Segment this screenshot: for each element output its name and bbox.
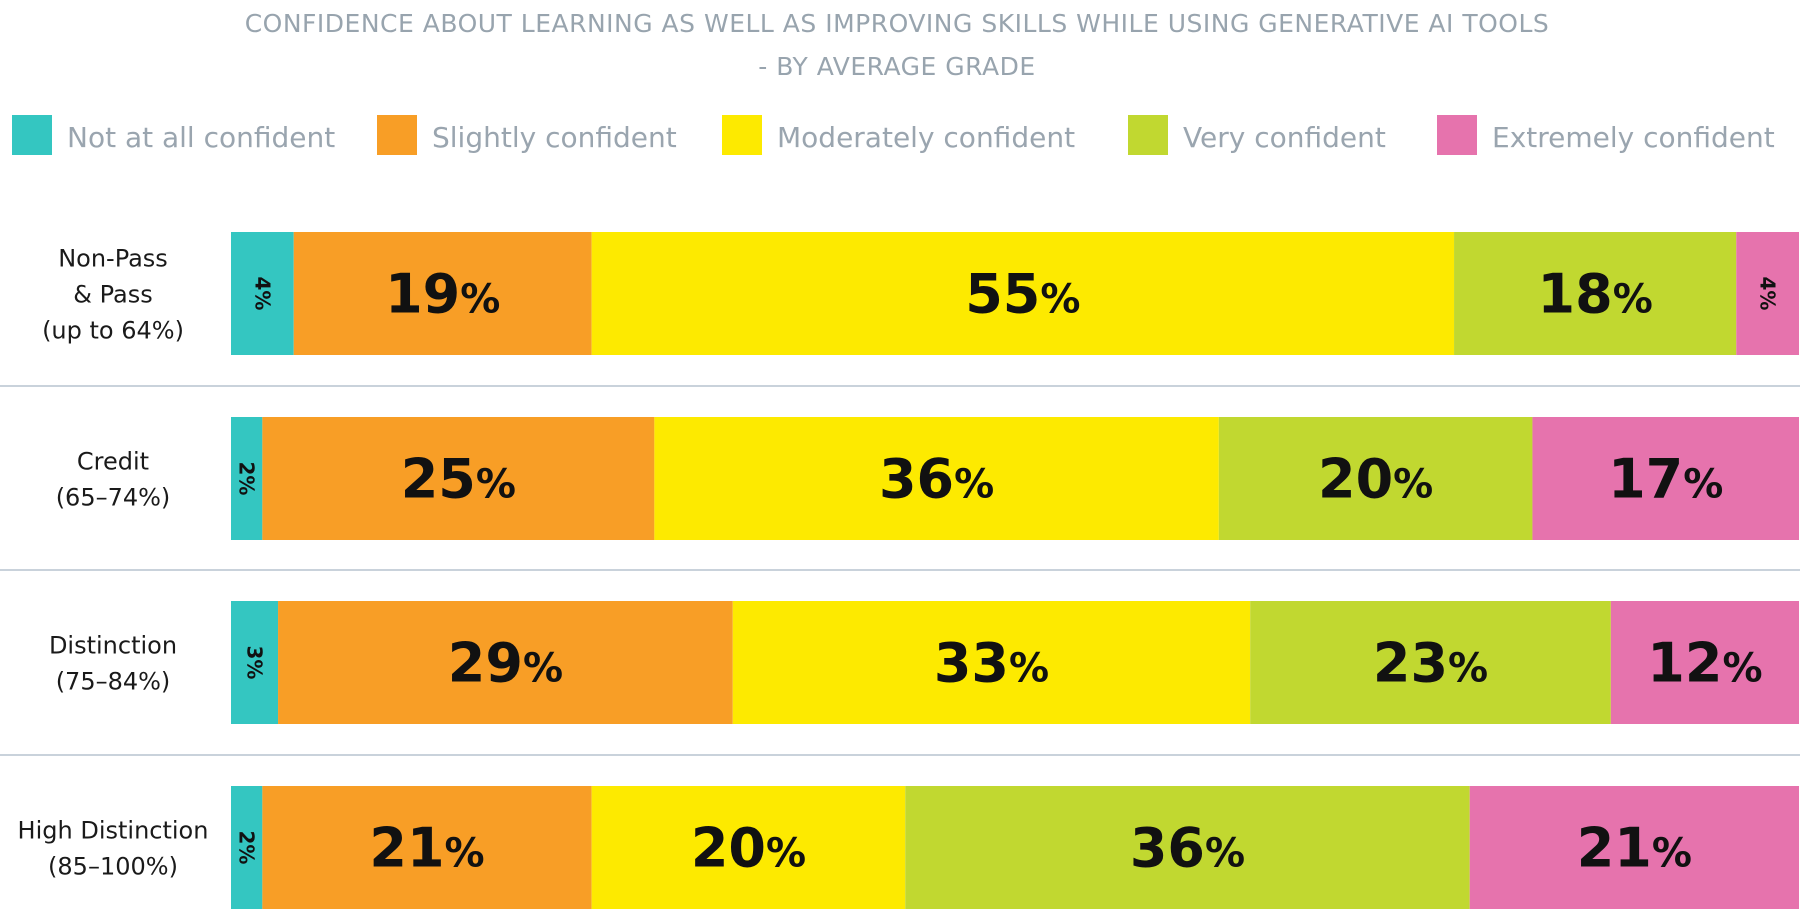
bar-segment: [293, 232, 592, 355]
bar-value-label: 36%: [879, 448, 994, 511]
bar-value-label: 33%: [934, 632, 1049, 695]
legend-label: Very confident: [1183, 121, 1386, 154]
bar-segment: [1469, 786, 1799, 909]
bar-value-label: 20%: [691, 817, 806, 880]
legend-swatch: [1128, 115, 1168, 155]
bar-value-label: 2%: [235, 831, 259, 865]
legend-swatch: [12, 115, 52, 155]
bar-value-label: 4%: [250, 277, 274, 311]
row-separators: [0, 385, 1800, 756]
category-label: (85–100%): [48, 853, 178, 881]
bar-value-label: 12%: [1647, 632, 1762, 695]
bar-segment: [591, 232, 1455, 355]
bar-value-label: 3%: [243, 646, 267, 680]
bar-segment: [1532, 417, 1799, 540]
bar-segment: [231, 417, 263, 540]
bar-segment: [1250, 601, 1611, 724]
bar-segment: [262, 417, 655, 540]
legend-swatch: [1437, 115, 1477, 155]
bar-value-label: 4%: [1756, 277, 1780, 311]
legend-label: Not at all confident: [67, 121, 335, 154]
bar-segment: [262, 786, 592, 909]
bar-value-label: 20%: [1318, 448, 1433, 511]
value-labels: 4% 19% 55% 18% 4% 2% 25% 36% 20% 17% 3% 29% 33% 23% 12…: [235, 263, 1780, 880]
category-label: Non-Pass: [58, 245, 168, 273]
legend-label: Slightly confident: [432, 121, 677, 154]
bar-value-label: 36%: [1130, 817, 1245, 880]
bar-value-label: 19%: [385, 263, 500, 326]
bar-segment: [732, 601, 1251, 724]
bars: [231, 232, 1799, 909]
category-label: High Distinction: [18, 817, 209, 845]
legend-swatch: [377, 115, 417, 155]
bar-segment: [231, 786, 263, 909]
category-label: (up to 64%): [42, 317, 184, 345]
category-label: (65–74%): [56, 484, 171, 512]
bar-value-label: 2%: [235, 462, 259, 496]
chart-title-line: CONFIDENCE ABOUT LEARNING AS WELL AS IMP…: [245, 9, 1550, 38]
category-labels: Non-Pass & Pass (up to 64%) Credit (65–74%) D…: [18, 245, 209, 881]
bar-segment: [1454, 232, 1737, 355]
bar-segment: [654, 417, 1219, 540]
bar-value-label: 21%: [369, 817, 484, 880]
bar-value-label: 23%: [1373, 632, 1488, 695]
bar-segment: [231, 601, 279, 724]
bar-value-label: 29%: [448, 632, 563, 695]
bar-segment: [278, 601, 733, 724]
bar-value-label: 21%: [1577, 817, 1692, 880]
legend-label: Extremely confident: [1492, 121, 1775, 154]
bar-segment: [1736, 232, 1799, 355]
category-label: Distinction: [49, 632, 177, 660]
bar-segment: [231, 232, 294, 355]
chart-title: CONFIDENCE ABOUT LEARNING AS WELL AS IMP…: [245, 9, 1550, 81]
legend-swatch: [722, 115, 762, 155]
category-label: Credit: [77, 448, 149, 476]
bar-value-label: 17%: [1608, 448, 1723, 511]
category-label: (75–84%): [56, 668, 171, 696]
bar-value-label: 25%: [401, 448, 516, 511]
legend: Not at all confident Slightly confident Mo…: [12, 115, 1775, 155]
bar-segment: [1218, 417, 1533, 540]
legend-label: Moderately confident: [777, 121, 1075, 154]
category-label: & Pass: [73, 281, 152, 309]
chart-title-line: - BY AVERAGE GRADE: [758, 52, 1035, 81]
bar-segment: [1610, 601, 1799, 724]
bar-segment: [905, 786, 1470, 909]
bar-value-label: 18%: [1538, 263, 1653, 326]
bar-value-label: 55%: [965, 263, 1080, 326]
bar-segment: [591, 786, 906, 909]
